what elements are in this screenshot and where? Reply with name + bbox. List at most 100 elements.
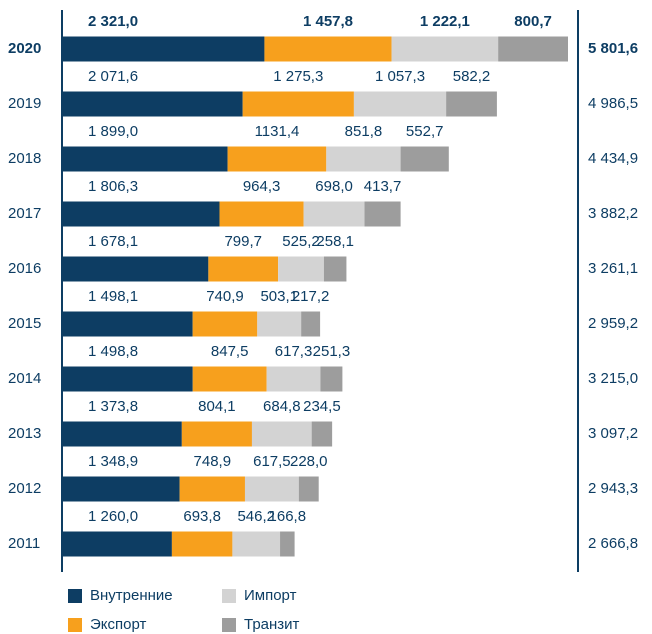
bar-segment xyxy=(179,476,245,502)
bar-segment xyxy=(364,201,401,227)
total-label: 2 666,8 xyxy=(588,535,638,552)
value-label: 2 071,6 xyxy=(88,68,138,85)
value-label: 1 678,1 xyxy=(88,233,138,250)
value-label: 2 321,0 xyxy=(88,13,138,30)
value-label: 800,7 xyxy=(514,13,552,30)
value-label: 851,8 xyxy=(345,123,383,140)
value-label: 1 457,8 xyxy=(303,13,353,30)
value-label: 1131,4 xyxy=(255,123,300,140)
total-label: 4 986,5 xyxy=(588,95,638,112)
bar-segment xyxy=(208,256,279,282)
bar-segment xyxy=(171,531,233,557)
bar-segment xyxy=(62,201,220,227)
value-label: 228,0 xyxy=(290,453,328,470)
bar-segment xyxy=(62,146,228,172)
value-label: 698,0 xyxy=(315,178,353,195)
bar-segment xyxy=(301,311,321,337)
bar-segment xyxy=(311,421,333,447)
category-label: 2019 xyxy=(8,95,41,112)
category-label: 2017 xyxy=(8,205,41,222)
value-label: 525,2 xyxy=(282,233,320,250)
legend-label: Импорт xyxy=(244,587,297,604)
bar-segment xyxy=(192,366,267,392)
legend-label: Транзит xyxy=(244,616,300,633)
category-label: 2018 xyxy=(8,150,41,167)
value-label: 582,2 xyxy=(453,68,491,85)
value-label: 1 275,3 xyxy=(273,68,323,85)
bar-segment xyxy=(353,91,447,117)
total-label: 4 434,9 xyxy=(588,150,638,167)
value-label: 413,7 xyxy=(364,178,402,195)
bar-segment xyxy=(326,146,401,172)
value-label: 251,3 xyxy=(313,343,351,360)
total-label: 3 882,2 xyxy=(588,205,638,222)
bar-segment xyxy=(278,256,324,282)
bar-segment xyxy=(257,311,302,337)
bar-segment xyxy=(400,146,449,172)
legend-swatch xyxy=(68,618,82,632)
bar-segment xyxy=(264,36,392,62)
bar-segment xyxy=(298,476,319,502)
bar-segment xyxy=(62,366,193,392)
value-label: 166,8 xyxy=(269,508,307,525)
bar-segment xyxy=(62,36,265,62)
category-label: 2014 xyxy=(8,370,41,387)
bar-segment xyxy=(62,421,182,447)
value-label: 617,3 xyxy=(275,343,313,360)
legend-swatch xyxy=(222,589,236,603)
bar-segment xyxy=(227,146,327,172)
total-label: 2 943,3 xyxy=(588,480,638,497)
category-label: 2012 xyxy=(8,480,41,497)
value-label: 552,7 xyxy=(406,123,444,140)
value-label: 1 057,3 xyxy=(375,68,425,85)
bar-segment xyxy=(219,201,304,227)
value-label: 1 498,8 xyxy=(88,343,138,360)
bar-segment xyxy=(251,421,312,447)
value-label: 693,8 xyxy=(183,508,221,525)
value-label: 964,3 xyxy=(243,178,281,195)
value-label: 804,1 xyxy=(198,398,236,415)
value-label: 1 222,1 xyxy=(420,13,470,30)
value-label: 1 806,3 xyxy=(88,178,138,195)
category-label: 2020 xyxy=(8,40,41,57)
legend-label: Экспорт xyxy=(90,616,146,633)
category-label: 2011 xyxy=(8,535,40,552)
value-label: 1 899,0 xyxy=(88,123,138,140)
value-label: 1 498,1 xyxy=(88,288,138,305)
bar-segment xyxy=(242,91,354,117)
value-label: 217,2 xyxy=(292,288,330,305)
bar-segment xyxy=(391,36,499,62)
value-label: 684,8 xyxy=(263,398,301,415)
total-label: 3 097,2 xyxy=(588,425,638,442)
value-label: 1 373,8 xyxy=(88,398,138,415)
bar-segment xyxy=(232,531,281,557)
bar-segment xyxy=(320,366,343,392)
bar-segment xyxy=(181,421,252,447)
bar-segment xyxy=(303,201,365,227)
value-label: 546,2 xyxy=(237,508,275,525)
value-label: 847,5 xyxy=(211,343,249,360)
total-label: 5 801,6 xyxy=(588,40,638,57)
value-label: 740,9 xyxy=(206,288,244,305)
bar-segment xyxy=(446,91,497,117)
legend-swatch xyxy=(222,618,236,632)
value-label: 1 348,9 xyxy=(88,453,138,470)
value-label: 617,5 xyxy=(253,453,291,470)
value-label: 258,1 xyxy=(316,233,354,250)
legend-label: Внутренние xyxy=(90,587,173,604)
bar-segment xyxy=(280,531,295,557)
bar-segment xyxy=(266,366,321,392)
bar-segment xyxy=(498,36,568,62)
value-label: 748,9 xyxy=(194,453,232,470)
bar-segment xyxy=(62,476,180,502)
bar-segment xyxy=(62,531,172,557)
category-label: 2015 xyxy=(8,315,41,332)
bar-segment xyxy=(192,311,258,337)
bar-segment xyxy=(62,311,193,337)
value-label: 1 260,0 xyxy=(88,508,138,525)
legend-swatch xyxy=(68,589,82,603)
value-label: 799,7 xyxy=(224,233,262,250)
value-label: 503,1 xyxy=(260,288,298,305)
category-label: 2016 xyxy=(8,260,41,277)
